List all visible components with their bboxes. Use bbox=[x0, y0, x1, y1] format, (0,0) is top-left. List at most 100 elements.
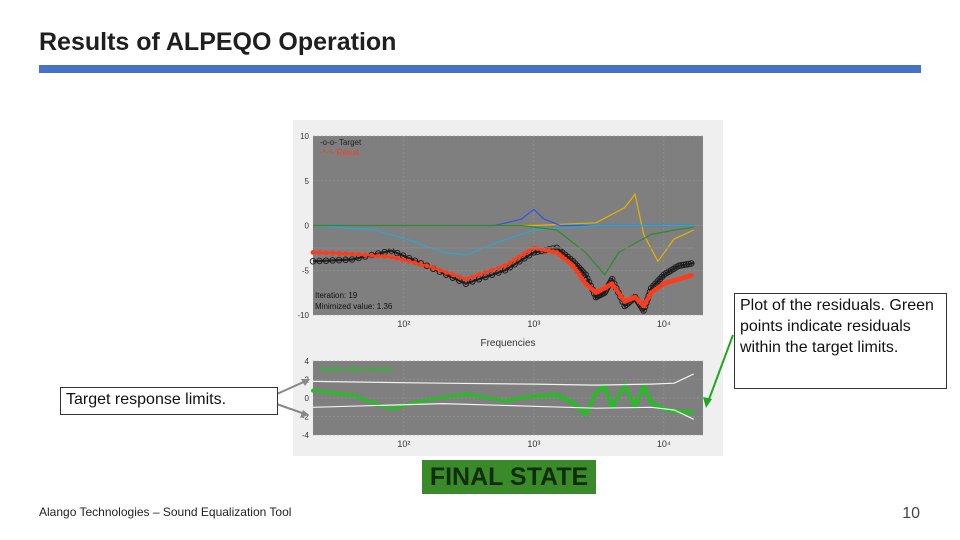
x-tick-label: 10³ bbox=[527, 439, 540, 449]
residual-point bbox=[457, 393, 462, 398]
y-tick-label: -2 bbox=[302, 413, 310, 422]
target-point bbox=[316, 257, 323, 265]
y-tick-label: -4 bbox=[302, 431, 310, 440]
residual-point bbox=[490, 396, 494, 401]
residuals-callout: Plot of the residuals. Green points indi… bbox=[734, 293, 947, 389]
residual-point bbox=[483, 395, 488, 400]
residual-point bbox=[330, 390, 335, 395]
target-point bbox=[322, 257, 330, 264]
residual-point bbox=[635, 398, 640, 403]
residual-point bbox=[503, 398, 507, 403]
series-line-filter-1 bbox=[312, 373, 695, 386]
residual-point bbox=[620, 386, 625, 391]
result-point bbox=[470, 274, 475, 280]
residual-point bbox=[543, 393, 548, 398]
residual-point bbox=[638, 391, 643, 396]
result-point bbox=[400, 257, 406, 263]
residual-point bbox=[585, 409, 590, 414]
result-point bbox=[388, 254, 394, 260]
residual-point bbox=[418, 399, 423, 404]
residual-point bbox=[634, 401, 639, 406]
result-point bbox=[412, 260, 418, 266]
residual-point bbox=[592, 394, 597, 399]
residual-point bbox=[614, 397, 619, 402]
y-tick-label: 5 bbox=[305, 177, 310, 186]
residual-point bbox=[437, 396, 442, 400]
residual-point bbox=[517, 396, 522, 401]
x-tick-label: 10⁴ bbox=[657, 439, 671, 449]
result-point bbox=[512, 257, 517, 263]
footer-text: Alango Technologies – Sound Equalization… bbox=[39, 505, 292, 519]
target-point bbox=[582, 271, 589, 278]
target-point bbox=[584, 275, 591, 282]
y-tick-label: 0 bbox=[305, 222, 310, 231]
x-tick-label: 10² bbox=[397, 319, 410, 329]
result-point bbox=[517, 254, 522, 260]
y-tick-label: 2 bbox=[305, 376, 310, 385]
residual-point bbox=[450, 394, 455, 399]
series-line-filter-4 bbox=[312, 224, 694, 256]
bottom-x-ticks: 10² 10³ 10⁴ bbox=[397, 439, 671, 449]
result-point bbox=[483, 270, 488, 275]
residual-point bbox=[547, 393, 552, 398]
y-tick-label: -5 bbox=[302, 266, 310, 275]
target-point bbox=[683, 261, 690, 268]
residual-point bbox=[618, 390, 623, 395]
x-tick-label: 10² bbox=[397, 439, 410, 449]
residual-point bbox=[607, 398, 612, 403]
residual-point bbox=[337, 391, 342, 396]
residual-point bbox=[689, 410, 694, 415]
result-point bbox=[349, 251, 355, 257]
top-y-ticks: 10 5 0 -5 -10 bbox=[297, 132, 309, 320]
result-point bbox=[546, 248, 552, 254]
residual-point bbox=[476, 394, 481, 399]
result-point bbox=[437, 267, 443, 273]
result-point bbox=[463, 276, 469, 282]
result-point bbox=[375, 253, 381, 259]
residual-point bbox=[395, 405, 400, 410]
y-tick-label: 10 bbox=[300, 132, 309, 141]
result-point bbox=[542, 247, 548, 253]
residual-point bbox=[590, 398, 595, 403]
residual-point bbox=[324, 390, 328, 395]
result-point bbox=[330, 250, 335, 256]
result-point bbox=[406, 258, 412, 264]
figure-svg: 10 5 0 -5 -10 10² 10³ 10⁴ Frequencies -o-o- Ta… bbox=[297, 132, 703, 449]
bottom-plot-series bbox=[311, 373, 695, 420]
residual-point bbox=[522, 395, 527, 400]
iteration-annotation: Iteration: 19 bbox=[315, 291, 358, 300]
minimized-value-annotation: Minimized value: 1.36 bbox=[315, 302, 393, 311]
residual-point bbox=[624, 386, 629, 391]
title-underline-bar bbox=[39, 65, 921, 73]
residual-point bbox=[603, 387, 608, 392]
residual-point bbox=[317, 389, 322, 394]
residual-point bbox=[507, 398, 512, 402]
result-point bbox=[550, 249, 556, 255]
residual-point bbox=[583, 412, 588, 417]
target-point bbox=[656, 275, 663, 283]
result-point bbox=[343, 251, 348, 257]
residual-point bbox=[496, 397, 501, 402]
top-legend-result: -*-*- Result bbox=[320, 148, 360, 157]
target-point bbox=[335, 256, 343, 264]
top-plot-series bbox=[309, 192, 695, 314]
residual-point bbox=[627, 394, 632, 399]
x-tick-label: 10⁴ bbox=[657, 319, 671, 329]
target-point bbox=[688, 260, 695, 267]
residual-point bbox=[424, 397, 429, 402]
residual-point bbox=[350, 393, 355, 398]
residual-point bbox=[535, 394, 540, 398]
series-line-filter-2 bbox=[312, 402, 695, 420]
residual-point bbox=[626, 390, 631, 395]
page-number: 10 bbox=[902, 505, 920, 522]
result-point bbox=[457, 274, 462, 280]
result-point bbox=[507, 260, 513, 266]
residual-point bbox=[363, 397, 368, 402]
result-point bbox=[356, 252, 362, 257]
y-tick-label: 0 bbox=[305, 394, 310, 403]
residual-point bbox=[431, 396, 436, 401]
target-point bbox=[675, 262, 682, 270]
result-point bbox=[450, 272, 456, 278]
bottom-legend-entry: Inside within bounds bbox=[320, 365, 393, 374]
final-state-label: FINAL STATE bbox=[422, 460, 596, 494]
